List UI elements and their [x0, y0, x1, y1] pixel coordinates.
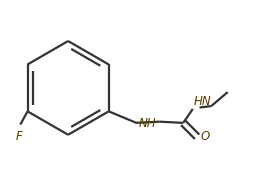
Text: NH: NH	[138, 117, 156, 130]
Text: O: O	[201, 130, 210, 143]
Text: F: F	[16, 130, 23, 143]
Text: HN: HN	[193, 95, 211, 108]
